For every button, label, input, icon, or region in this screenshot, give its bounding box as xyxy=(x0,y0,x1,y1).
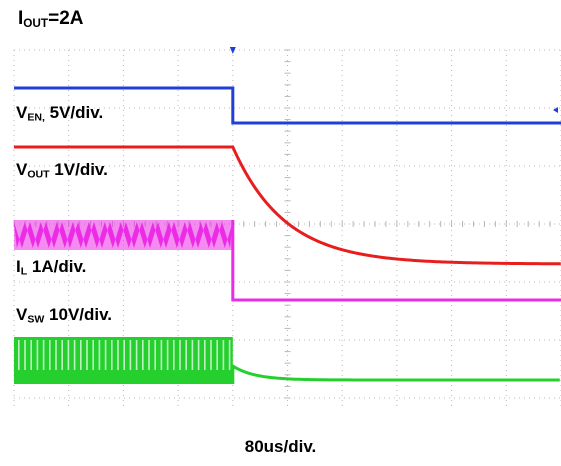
trace-vsw-pulse-gap xyxy=(80,340,82,370)
label-vout: VOUT 1V/div. xyxy=(16,160,108,181)
trigger-level-marker xyxy=(553,107,558,113)
trigger-marker xyxy=(229,47,236,54)
trace-il-envelope xyxy=(14,220,233,250)
trace-vsw-pulse-gap xyxy=(98,340,101,370)
trace-vsw-pulse-gap xyxy=(185,340,187,370)
trace-vout xyxy=(14,145,561,266)
trace-vsw xyxy=(231,363,560,384)
label-vsw: VSW 10V/div. xyxy=(16,305,113,326)
trace-en xyxy=(14,86,561,125)
trace-vsw-pulse-gap xyxy=(111,340,113,370)
trace-vsw-pulse-gap xyxy=(222,340,225,370)
trace-vsw-pulse-gap xyxy=(228,340,231,370)
trace-vsw-pulse-gap xyxy=(191,340,194,370)
trace-vsw-pulse-gap xyxy=(129,340,132,370)
trace-vsw-pulse-gap xyxy=(210,340,212,370)
trace-il-ripple xyxy=(14,222,233,248)
trace-vsw-pulse-gap xyxy=(67,340,70,370)
scope-traces xyxy=(14,86,561,384)
trace-vsw-pulse-gap xyxy=(179,340,181,370)
trace-il xyxy=(231,220,561,302)
trace-vsw-pulse-gap xyxy=(49,340,51,370)
trace-vsw-pulse-gap xyxy=(166,340,169,370)
trace-vsw-pulse-gap xyxy=(117,340,119,370)
trace-vsw-pulse-gap xyxy=(123,340,125,370)
trace-vsw-pulse-gap xyxy=(18,340,20,370)
trace-vsw-pulse-gap xyxy=(24,340,26,370)
trace-vsw-pulse-gap xyxy=(73,340,76,370)
trace-vsw-pulse-gap xyxy=(36,340,39,370)
trace-vsw-pulse-gap xyxy=(173,340,175,370)
scope-grid xyxy=(13,49,561,408)
trace-vsw-pulse-gap xyxy=(142,340,144,370)
trace-vsw-pulse-gap xyxy=(61,340,63,370)
trace-vsw-pulse-gap xyxy=(42,340,45,370)
timebase-label: 80us/div. xyxy=(244,437,317,456)
trace-vsw-pulse-gap xyxy=(135,340,138,370)
trace-vsw-pulse-gap xyxy=(148,340,150,370)
trace-vsw-pulse-gap xyxy=(197,340,200,370)
label-il: IL 1A/div. xyxy=(16,257,87,278)
trace-vsw-pulse-gap xyxy=(92,340,94,370)
load-condition-label: IOUT=2A xyxy=(18,8,84,30)
trace-vsw-pulse-gap xyxy=(216,340,218,370)
trace-vsw-pulse-gap xyxy=(30,340,32,370)
trace-vsw-pulse-gap xyxy=(204,340,206,370)
scope-markers xyxy=(229,47,558,113)
trace-vsw-pulse-gap xyxy=(154,340,156,370)
trace-vsw-pulse-gap xyxy=(55,340,57,370)
trace-vsw-pulse-gap xyxy=(160,340,163,370)
label-en: VEN, 5V/div. xyxy=(16,103,104,124)
trace-vsw-pulse-gap xyxy=(86,340,88,370)
trace-vsw-pulse-gap xyxy=(104,340,107,370)
